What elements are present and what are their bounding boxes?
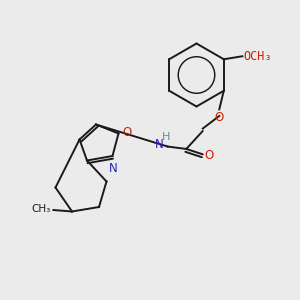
Text: N: N: [109, 162, 118, 175]
Text: H: H: [161, 132, 170, 142]
Text: O: O: [215, 111, 224, 124]
Text: N: N: [155, 138, 164, 151]
Text: OCH₃: OCH₃: [244, 50, 272, 63]
Text: O: O: [205, 149, 214, 162]
Text: O: O: [123, 125, 132, 139]
Text: CH₃: CH₃: [32, 204, 51, 214]
